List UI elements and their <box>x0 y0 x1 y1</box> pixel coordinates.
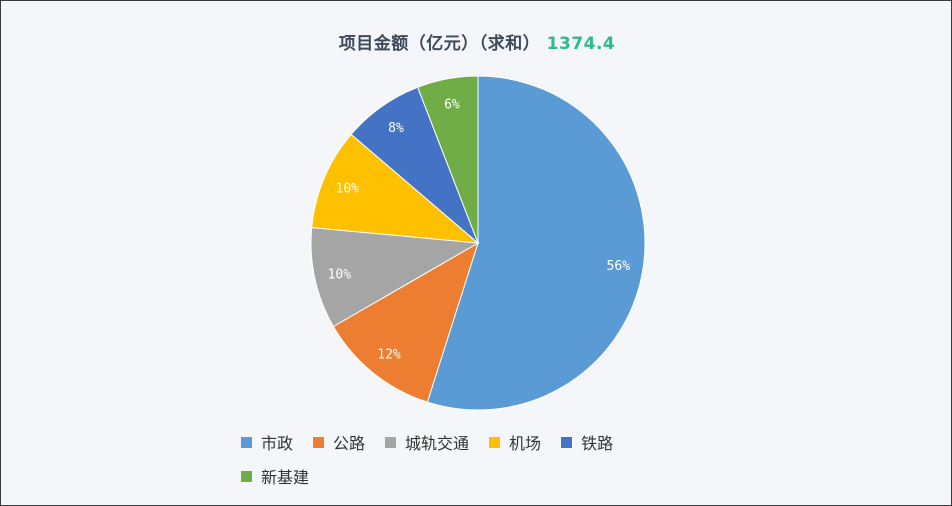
legend-swatch-1 <box>313 436 325 448</box>
pie-slice-0 <box>426 75 646 411</box>
pie-chart: 56% 12% 10% 10% 8% 6% <box>310 75 646 411</box>
legend-item-5[interactable]: 新基建 <box>241 467 310 487</box>
legend-label-0: 市政 <box>261 434 294 453</box>
pie-slice-label-0: 56% <box>607 259 631 274</box>
chart-legend: 市政 公路 城轨交通 机场 铁路新基建 <box>241 433 701 487</box>
pie-slice-label-5: 6% <box>444 97 460 112</box>
chart-title: 项目金额（亿元）（求和） 1374.4 <box>1 29 952 54</box>
legend-label-3: 机场 <box>509 434 542 453</box>
legend-item-2[interactable]: 城轨交通 <box>385 433 470 453</box>
legend-item-4[interactable]: 铁路 <box>561 433 614 453</box>
pie-slice-label-4: 8% <box>388 121 404 136</box>
legend-swatch-0 <box>241 436 252 448</box>
pie-slice-label-2: 10% <box>328 267 352 282</box>
chart-total-value: 1374.4 <box>546 34 616 54</box>
legend-item-3[interactable]: 机场 <box>489 433 542 453</box>
legend-swatch-5 <box>241 470 252 482</box>
legend-label-1: 公路 <box>333 434 366 453</box>
legend-swatch-3 <box>489 436 501 448</box>
legend-label-5: 新基建 <box>261 468 310 487</box>
legend-label-2: 城轨交通 <box>405 434 470 453</box>
pie-slice-3 <box>311 133 480 244</box>
legend-label-4: 铁路 <box>581 434 614 453</box>
pie-slice-label-3: 10% <box>336 182 360 197</box>
legend-item-0[interactable]: 市政 <box>241 433 294 453</box>
legend-swatch-2 <box>385 436 397 448</box>
pie-slice-5 <box>417 75 479 244</box>
pie-slice-2 <box>310 227 480 328</box>
pie-slice-label-1: 12% <box>377 348 401 363</box>
pie-slice-1 <box>332 241 479 403</box>
chart-title-text: 项目金额（亿元）（求和） <box>338 34 541 54</box>
legend-item-1[interactable]: 公路 <box>313 433 366 453</box>
legend-swatch-4 <box>561 436 573 448</box>
